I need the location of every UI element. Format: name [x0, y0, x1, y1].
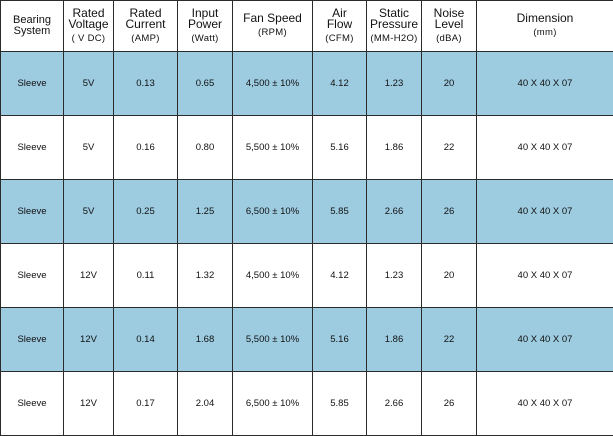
cell-voltage: 5V [64, 180, 114, 244]
cell-current: 0.13 [114, 52, 178, 116]
cell-noise: 20 [422, 244, 477, 308]
cell-pressure: 1.86 [367, 116, 422, 180]
header-bearing-system: Bearing System [1, 1, 64, 52]
cell-airflow: 4.12 [313, 244, 367, 308]
cell-airflow: 5.16 [313, 308, 367, 372]
header-line: Power [178, 19, 232, 30]
table-row: Sleeve 12V 0.14 1.68 5,500 ± 10% 5.16 1.… [1, 308, 613, 372]
header-fan-speed: Fan Speed (RPM) [233, 1, 313, 52]
cell-current: 0.25 [114, 180, 178, 244]
cell-noise: 26 [422, 180, 477, 244]
cell-speed: 4,500 ± 10% [233, 244, 313, 308]
cell-power: 0.80 [178, 116, 233, 180]
cell-pressure: 1.23 [367, 52, 422, 116]
cell-bearing: Sleeve [1, 180, 64, 244]
table-row: Sleeve 5V 0.13 0.65 4,500 ± 10% 4.12 1.2… [1, 52, 613, 116]
cell-dimension: 40 X 40 X 07 [477, 244, 613, 308]
cell-dimension: 40 X 40 X 07 [477, 116, 613, 180]
cell-bearing: Sleeve [1, 116, 64, 180]
table-header: Bearing System Rated Voltage ( V DC) Rat… [1, 1, 613, 52]
header-unit: (RPM) [233, 27, 312, 39]
cell-power: 0.65 [178, 52, 233, 116]
table-row: Sleeve 12V 0.17 2.04 6,500 ± 10% 5.85 2.… [1, 372, 613, 436]
header-line: Flow [313, 19, 366, 30]
header-air-flow: Air Flow (CFM) [313, 1, 367, 52]
cell-speed: 6,500 ± 10% [233, 180, 313, 244]
cell-current: 0.11 [114, 244, 178, 308]
header-line: Pressure [367, 19, 421, 30]
cell-speed: 4,500 ± 10% [233, 52, 313, 116]
cell-pressure: 1.23 [367, 244, 422, 308]
cell-speed: 5,500 ± 10% [233, 116, 313, 180]
header-line: Dimension [477, 13, 613, 24]
header-unit: (AMP) [114, 33, 177, 45]
header-static-pressure: Static Pressure (MM-H2O) [367, 1, 422, 52]
cell-bearing: Sleeve [1, 52, 64, 116]
cell-airflow: 5.85 [313, 180, 367, 244]
cell-airflow: 4.12 [313, 52, 367, 116]
cell-bearing: Sleeve [1, 308, 64, 372]
header-line: Fan Speed [233, 13, 312, 24]
cell-noise: 22 [422, 116, 477, 180]
header-line: Voltage [64, 19, 113, 30]
cell-speed: 5,500 ± 10% [233, 308, 313, 372]
header-rated-current: Rated Current (AMP) [114, 1, 178, 52]
cell-bearing: Sleeve [1, 372, 64, 436]
header-line: System [1, 26, 63, 37]
header-line: Current [114, 19, 177, 30]
header-unit: (mm) [477, 27, 613, 39]
cell-speed: 6,500 ± 10% [233, 372, 313, 436]
cell-dimension: 40 X 40 X 07 [477, 372, 613, 436]
header-rated-voltage: Rated Voltage ( V DC) [64, 1, 114, 52]
cell-airflow: 5.85 [313, 372, 367, 436]
header-unit: (CFM) [313, 33, 366, 45]
cell-voltage: 5V [64, 116, 114, 180]
cell-dimension: 40 X 40 X 07 [477, 180, 613, 244]
header-line: Level [422, 19, 476, 30]
cell-pressure: 2.66 [367, 180, 422, 244]
cell-noise: 22 [422, 308, 477, 372]
cell-airflow: 5.16 [313, 116, 367, 180]
header-unit: (Watt) [178, 33, 232, 45]
cell-power: 1.32 [178, 244, 233, 308]
table-body: Sleeve 5V 0.13 0.65 4,500 ± 10% 4.12 1.2… [1, 52, 613, 436]
table-row: Sleeve 12V 0.11 1.32 4,500 ± 10% 4.12 1.… [1, 244, 613, 308]
header-unit: (dBA) [422, 33, 476, 45]
cell-power: 1.68 [178, 308, 233, 372]
cell-power: 1.25 [178, 180, 233, 244]
cell-current: 0.17 [114, 372, 178, 436]
header-noise-level: Noise Level (dBA) [422, 1, 477, 52]
table-row: Sleeve 5V 0.16 0.80 5,500 ± 10% 5.16 1.8… [1, 116, 613, 180]
cell-voltage: 12V [64, 244, 114, 308]
header-row: Bearing System Rated Voltage ( V DC) Rat… [1, 1, 613, 52]
cell-bearing: Sleeve [1, 244, 64, 308]
cell-voltage: 12V [64, 372, 114, 436]
cell-dimension: 40 X 40 X 07 [477, 308, 613, 372]
cell-power: 2.04 [178, 372, 233, 436]
cell-dimension: 40 X 40 X 07 [477, 52, 613, 116]
header-unit: ( V DC) [64, 33, 113, 45]
table-row: Sleeve 5V 0.25 1.25 6,500 ± 10% 5.85 2.6… [1, 180, 613, 244]
cell-pressure: 2.66 [367, 372, 422, 436]
header-input-power: Input Power (Watt) [178, 1, 233, 52]
cell-current: 0.14 [114, 308, 178, 372]
header-unit: (MM-H2O) [367, 33, 421, 45]
cell-voltage: 12V [64, 308, 114, 372]
cell-noise: 20 [422, 52, 477, 116]
cell-pressure: 1.86 [367, 308, 422, 372]
cell-voltage: 5V [64, 52, 114, 116]
cell-current: 0.16 [114, 116, 178, 180]
header-dimension: Dimension (mm) [477, 1, 613, 52]
cell-noise: 26 [422, 372, 477, 436]
